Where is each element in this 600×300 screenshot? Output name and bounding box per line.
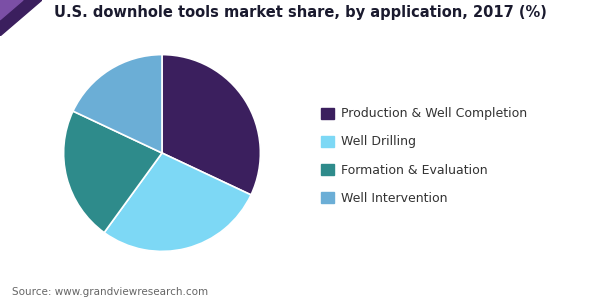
Text: Source: www.grandviewresearch.com: Source: www.grandviewresearch.com: [12, 287, 208, 297]
Wedge shape: [162, 55, 260, 195]
Wedge shape: [73, 55, 162, 153]
Wedge shape: [64, 111, 162, 232]
Wedge shape: [104, 153, 251, 251]
Text: U.S. downhole tools market share, by application, 2017 (%): U.S. downhole tools market share, by app…: [53, 4, 547, 20]
Polygon shape: [0, 0, 23, 20]
Polygon shape: [0, 0, 42, 36]
Legend: Production & Well Completion, Well Drilling, Formation & Evaluation, Well Interv: Production & Well Completion, Well Drill…: [321, 107, 527, 205]
